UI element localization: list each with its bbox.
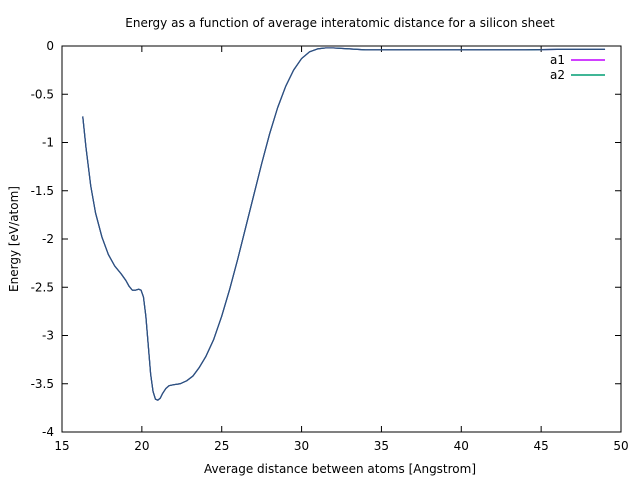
series-layer [82,47,606,401]
series-line-a1 [82,47,606,401]
y-tick-label: -1 [42,136,54,150]
y-tick-label: -2 [42,232,54,246]
x-axis-ticks: 15 20 25 30 35 40 45 50 [54,46,629,453]
y-axis-ticks: 0 -0.5 -1 -1.5 -2 -2.5 -3 -3.5 -4 [31,39,621,439]
y-tick-label: -3.5 [31,377,54,391]
legend-label-a2: a2 [550,68,565,82]
y-tick-label: -1.5 [31,184,54,198]
x-tick-label: 30 [294,439,309,453]
x-tick-label: 25 [214,439,229,453]
x-tick-label: 45 [534,439,549,453]
x-tick-label: 15 [54,439,69,453]
y-tick-label: 0 [46,39,54,53]
x-tick-label: 20 [134,439,149,453]
plot-frame [61,45,622,433]
legend: a1 a2 [550,53,605,82]
y-tick-label: -3 [42,329,54,343]
x-axis-label: Average distance between atoms [Angstrom… [204,462,476,476]
x-tick-label: 50 [613,439,628,453]
series-overlap-line [82,47,606,401]
y-axis-label: Energy [eV/atom] [7,186,21,292]
y-tick-label: -2.5 [31,280,54,294]
legend-label-a1: a1 [550,53,565,67]
x-tick-label: 35 [374,439,389,453]
y-tick-label: -0.5 [31,87,54,101]
series-line-a2 [82,47,606,401]
x-tick-label: 40 [454,439,469,453]
chart-title: Energy as a function of average interato… [125,16,555,30]
y-tick-label: -4 [42,425,54,439]
